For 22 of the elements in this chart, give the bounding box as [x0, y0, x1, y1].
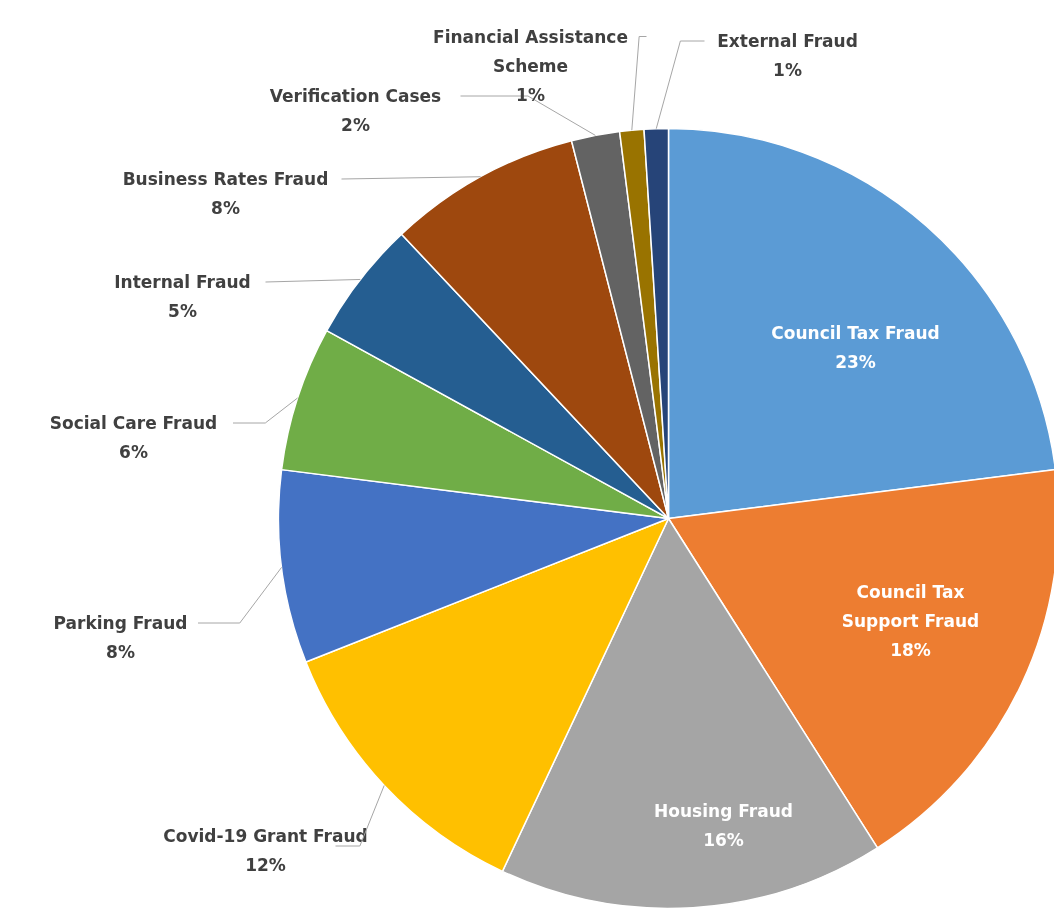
slice-label: Verification Cases — [269, 86, 442, 106]
slice-label: Housing Fraud — [654, 801, 793, 821]
data-label: 5% — [168, 301, 197, 321]
slice-label: Parking Fraud — [53, 613, 188, 633]
data-label: 6% — [119, 442, 148, 462]
slice-label: External Fraud — [717, 31, 858, 51]
data-label: 23% — [835, 352, 876, 372]
data-label: 12% — [245, 855, 286, 875]
data-label: 16% — [703, 830, 744, 850]
slice-label: Social Care Fraud — [49, 413, 218, 433]
data-label: 1% — [516, 84, 545, 105]
slice-label: Covid-19 Grant Fraud — [163, 826, 368, 846]
slice-label: Council Tax Support Fraud — [841, 581, 980, 631]
slice-label: Business Rates Fraud — [122, 169, 329, 189]
data-label: 8% — [211, 198, 240, 218]
data-label: 1% — [773, 60, 802, 80]
data-label: 8% — [106, 642, 135, 662]
data-label: 18% — [890, 639, 931, 660]
slice-label: Council Tax Fraud — [771, 323, 940, 343]
data-label: 2% — [341, 115, 370, 135]
slice-label: Internal Fraud — [114, 272, 251, 292]
slice-label: Financial Assistance Scheme — [433, 26, 628, 76]
